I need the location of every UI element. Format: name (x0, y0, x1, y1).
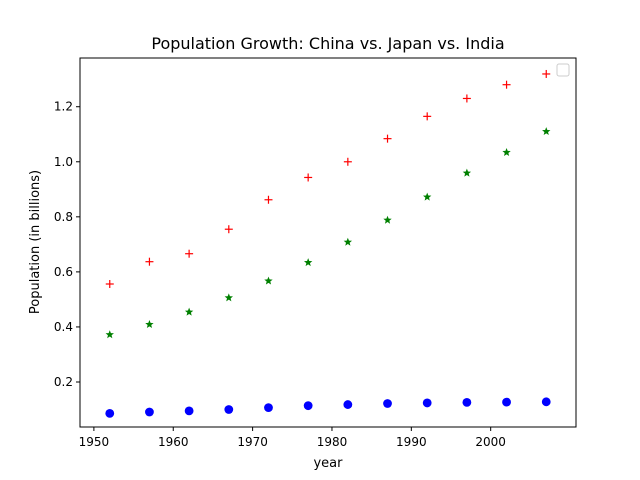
series-plus-markers (105, 69, 551, 288)
x-tick-label: 1990 (396, 435, 427, 449)
data-point-star (264, 276, 273, 285)
data-point-plus (343, 157, 352, 166)
data-point-circle (145, 407, 154, 417)
x-tick-label: 1960 (158, 435, 189, 449)
data-point-circle (224, 405, 234, 414)
y-axis-label: Population (in billions) (28, 170, 43, 314)
data-point-plus (224, 225, 233, 234)
plot-area (79, 57, 577, 428)
data-point-circle (422, 398, 432, 408)
data-point-star (542, 127, 551, 136)
y-tick-label: 0.6 (54, 265, 73, 279)
data-point-star (184, 307, 194, 316)
axis-ticks: 1950 1960 1970 1980 1990 2000 0.2 0.4 0.6 0.8 1.0 1… (54, 100, 506, 449)
data-point-circle (105, 408, 115, 418)
series-circle-markers (105, 397, 551, 418)
data-point-circle (541, 397, 551, 407)
data-point-star (224, 293, 233, 302)
data-point-star (383, 215, 392, 224)
data-point-plus (383, 134, 392, 143)
data-point-circle (303, 401, 313, 411)
y-tick-label: 0.4 (54, 320, 73, 334)
data-point-star (343, 237, 353, 246)
x-axis-label: year (313, 456, 343, 471)
x-tick-label: 2000 (475, 435, 506, 449)
y-tick-label: 0.2 (54, 375, 73, 389)
data-point-star (145, 320, 154, 329)
data-point-plus (145, 257, 154, 266)
data-point-plus (264, 195, 273, 204)
data-point-plus (304, 173, 313, 182)
data-marks (105, 69, 551, 418)
data-point-star (462, 168, 472, 177)
y-tick-label: 1.2 (54, 100, 73, 114)
y-tick-label: 0.8 (54, 210, 73, 224)
data-point-plus (185, 249, 194, 258)
data-point-circle (502, 397, 511, 407)
legend-box (556, 63, 570, 77)
data-point-plus (462, 94, 471, 103)
data-point-plus (542, 69, 551, 78)
data-point-star (423, 192, 432, 201)
data-point-circle (383, 399, 392, 408)
data-point-plus (502, 80, 511, 89)
data-point-circle (184, 406, 194, 416)
data-point-circle (343, 400, 353, 409)
data-point-circle (264, 403, 273, 412)
x-tick-label: 1980 (317, 435, 348, 449)
y-tick-label: 1.0 (54, 155, 73, 169)
x-tick-label: 1970 (237, 435, 268, 449)
data-point-plus (423, 112, 432, 121)
data-point-star (502, 148, 511, 156)
data-point-star (105, 330, 114, 339)
data-point-circle (462, 397, 472, 407)
data-point-star (303, 258, 313, 267)
chart-title: Population Growth: China vs. Japan vs. I… (151, 34, 504, 53)
data-point-plus (105, 279, 114, 288)
x-tick-label: 1950 (79, 435, 110, 449)
series-star-markers (105, 127, 551, 339)
